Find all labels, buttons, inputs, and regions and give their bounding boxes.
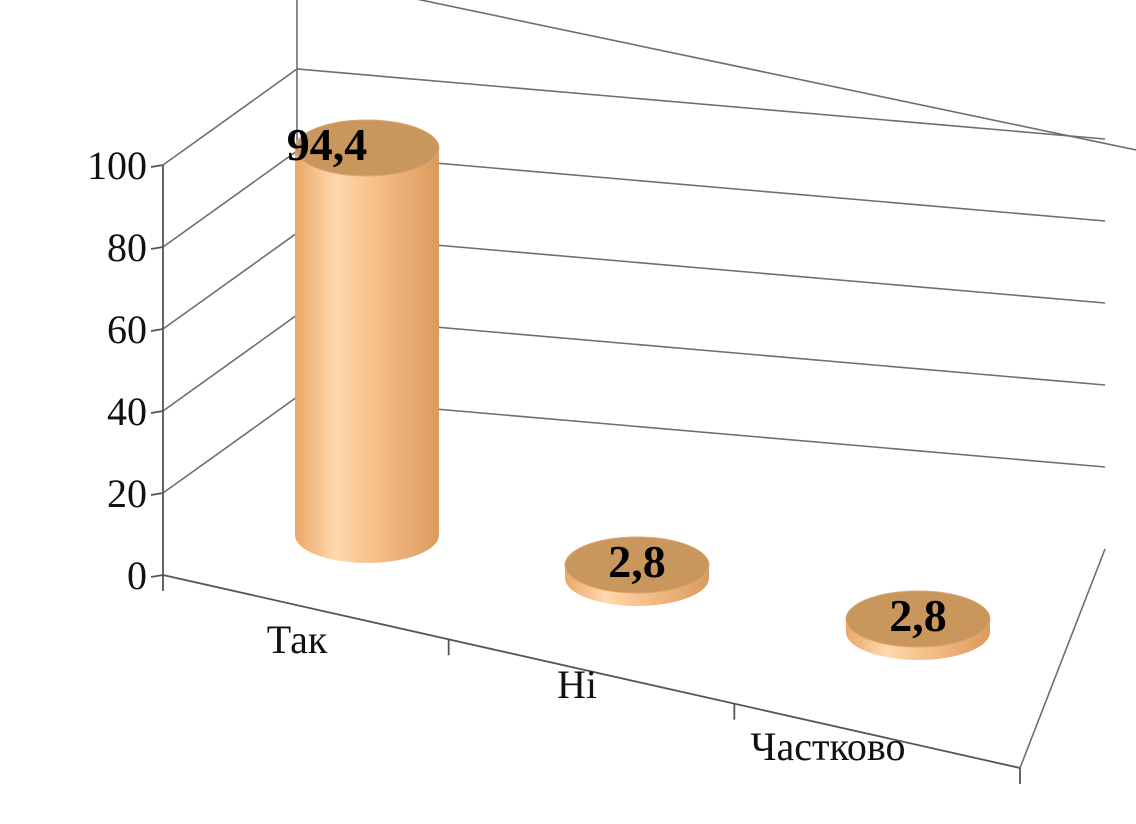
x-axis-line [162,574,1021,769]
data-label-Частково: 2,8 [889,590,947,641]
back-wall-top [417,0,1136,151]
bar-Ні [564,536,710,606]
data-labels: 94,4 2,8 2,8 [287,119,947,641]
x-axis-ticks [162,575,1021,784]
bar-top [564,536,710,594]
bar-Частково [845,590,991,660]
y-tick-mark-60 [150,328,164,332]
data-label-Так: 94,4 [287,119,368,170]
y-tick-mark-40 [150,410,164,414]
y-tick-mark-80 [150,246,164,250]
y-tick-label-0: 0 [127,553,147,598]
y-tick-label-100: 100 [87,143,147,188]
bar-top [845,590,991,648]
y-tick-label-20: 20 [107,471,147,516]
y-tick-label-80: 80 [107,225,147,270]
y-tick-mark-20 [150,492,164,496]
y-tick-label-40: 40 [107,389,147,434]
floor-right-edge [1019,548,1106,769]
bars [294,119,991,660]
bar-top [294,119,440,177]
data-label-Ні: 2,8 [608,536,666,587]
y-axis-ticks: 0 20 40 60 80 100 [87,143,164,598]
y-tick-mark-100 [150,164,164,168]
category-label-Частково: Частково [751,724,906,769]
bar-body [295,147,439,563]
y-tick-label-60: 60 [107,307,147,352]
bar-Так [294,119,440,563]
category-labels: Так Ні Частково [267,617,906,769]
category-label-Ні: Ні [557,662,597,707]
y-tick-mark-0 [150,574,164,578]
category-label-Так: Так [267,617,328,662]
